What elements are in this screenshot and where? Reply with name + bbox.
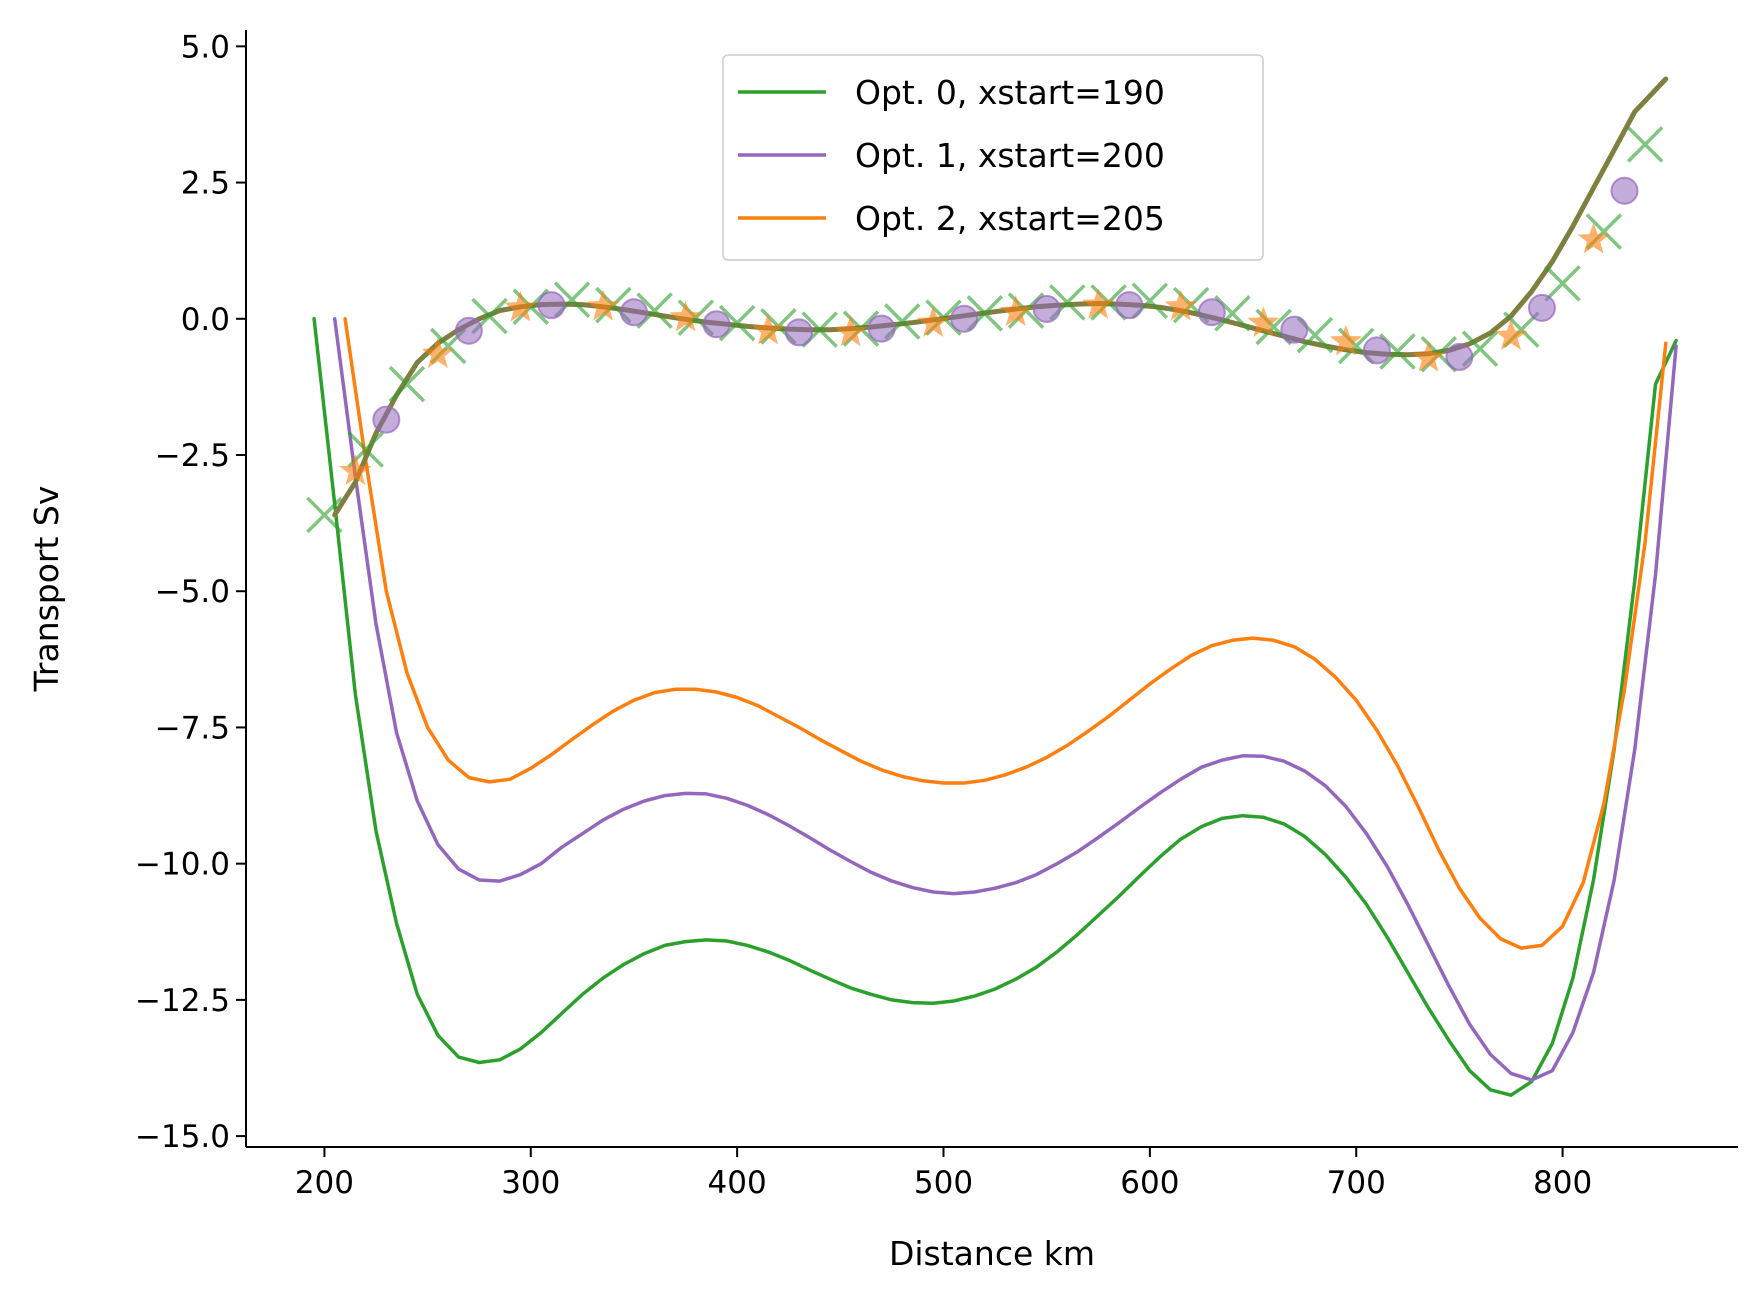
y-tick-label: −7.5 bbox=[155, 710, 230, 746]
legend-box bbox=[722, 54, 1264, 261]
legend-items: Opt. 0, xstart=190 Opt. 1, xstart=200 Opt.… bbox=[738, 73, 1165, 238]
star-marker bbox=[421, 337, 455, 368]
y-ticks: 5.0 2.5 0.0 −2.5 −5.0 −7.5 −10.0 −12.5 −15.0 bbox=[135, 29, 246, 1155]
star-marker bbox=[586, 289, 620, 321]
y-tick-label: 5.0 bbox=[181, 29, 230, 65]
x-tick-label: 200 bbox=[295, 1165, 354, 1201]
y-axis-label: Transport Sv bbox=[27, 486, 66, 693]
circle-marker bbox=[1197, 298, 1226, 327]
circle-marker bbox=[867, 314, 896, 343]
star-marker bbox=[1247, 306, 1280, 337]
star-marker bbox=[751, 313, 785, 345]
x-marker-stroke bbox=[388, 365, 426, 403]
circle-marker bbox=[1527, 293, 1556, 322]
x-marker-stroke bbox=[306, 496, 343, 534]
x-tick-label: 300 bbox=[501, 1165, 560, 1201]
y-tick-label: −15.0 bbox=[135, 1119, 230, 1155]
circle-marker bbox=[1280, 315, 1309, 344]
circle-marker bbox=[1115, 291, 1144, 320]
plot-markers bbox=[306, 126, 1664, 534]
legend-label: Opt. 1, xstart=200 bbox=[855, 136, 1165, 175]
legend: Opt. 0, xstart=190 Opt. 1, xstart=200 Opt.… bbox=[722, 54, 1264, 261]
x-tick-label: 500 bbox=[914, 1165, 973, 1201]
x-marker bbox=[1626, 126, 1664, 163]
x-marker-stroke bbox=[1626, 126, 1664, 163]
y-tick-label: −2.5 bbox=[155, 438, 230, 474]
x-marker-stroke bbox=[1379, 333, 1416, 370]
star-marker bbox=[917, 306, 950, 337]
x-tick-label: 400 bbox=[708, 1165, 767, 1201]
star-marker bbox=[1577, 222, 1610, 254]
circle-marker bbox=[1610, 176, 1639, 205]
star-marker bbox=[339, 454, 372, 486]
x-marker bbox=[306, 496, 343, 534]
star-marker bbox=[1494, 319, 1528, 350]
circle-marker bbox=[950, 304, 979, 333]
y-tick-label: −5.0 bbox=[155, 574, 230, 610]
star-marker bbox=[1164, 289, 1197, 321]
x-marker-stroke bbox=[1214, 295, 1251, 332]
circle-marker bbox=[702, 310, 731, 339]
y-tick-label: −12.5 bbox=[135, 983, 230, 1019]
x-marker bbox=[1544, 265, 1581, 302]
x-marker-stroke bbox=[1296, 316, 1334, 354]
series-line-2 bbox=[343, 317, 1668, 950]
x-ticks: 200 300 400 500 600 700 800 bbox=[295, 1147, 1592, 1201]
circle-marker bbox=[537, 291, 566, 320]
star-marker bbox=[669, 300, 702, 332]
star-marker bbox=[999, 295, 1032, 326]
circle-marker bbox=[454, 316, 483, 345]
x-tick-label: 800 bbox=[1533, 1165, 1592, 1201]
axes bbox=[245, 30, 1738, 1148]
circle-marker bbox=[619, 298, 648, 327]
star-marker bbox=[834, 315, 867, 347]
star-marker bbox=[1412, 341, 1445, 372]
circle-marker bbox=[1032, 294, 1061, 323]
y-tick-label: −10.0 bbox=[135, 847, 230, 883]
circle-marker bbox=[1362, 336, 1391, 365]
x-marker-stroke bbox=[1255, 308, 1292, 346]
legend-label: Opt. 2, xstart=205 bbox=[855, 199, 1165, 238]
x-axis-label: Distance km bbox=[889, 1234, 1095, 1273]
x-tick-label: 600 bbox=[1120, 1165, 1179, 1201]
x-tick-label: 700 bbox=[1327, 1165, 1386, 1201]
star-marker bbox=[504, 290, 537, 322]
y-tick-label: 2.5 bbox=[181, 166, 230, 202]
circle-marker bbox=[372, 405, 401, 434]
legend-label: Opt. 0, xstart=190 bbox=[855, 73, 1165, 112]
series-line-0 bbox=[312, 317, 1678, 1097]
star-marker bbox=[1329, 324, 1363, 356]
x-marker-stroke bbox=[1544, 265, 1581, 302]
x-marker-stroke bbox=[1337, 327, 1375, 365]
circle-marker bbox=[785, 318, 814, 347]
x-marker bbox=[388, 365, 426, 403]
x-marker-stroke bbox=[677, 299, 715, 336]
series-line-1 bbox=[332, 317, 1678, 1082]
star-marker bbox=[1082, 288, 1115, 319]
y-tick-label: 0.0 bbox=[181, 302, 230, 338]
circle-marker bbox=[1445, 342, 1474, 371]
